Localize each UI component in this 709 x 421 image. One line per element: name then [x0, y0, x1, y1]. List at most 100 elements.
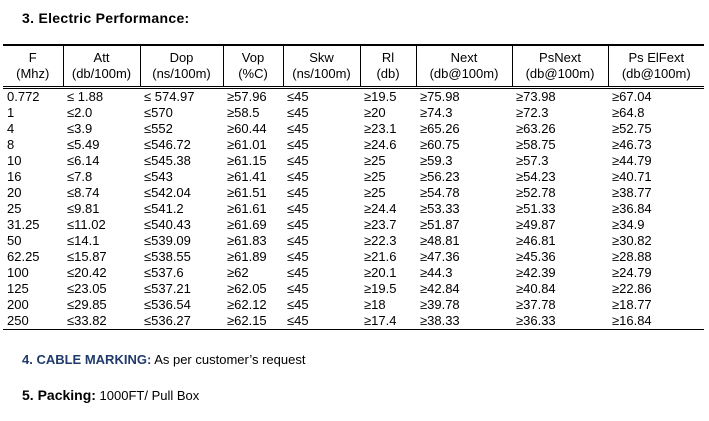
header-cell: Ps ElFext (db@100m)	[607, 44, 704, 89]
table-cell: ≤3.9	[67, 121, 93, 136]
table-row: 20 ≤8.74 ≤542.04 ≥61.51 ≤45 ≥25 ≥54.78 ≥52.78 ≥3…	[3, 185, 704, 201]
table-cell: ≥49.87	[516, 217, 556, 232]
table-cell: ≤545.38	[144, 153, 191, 168]
table-cell: ≥38.33	[416, 313, 512, 330]
table-cell: ≤45	[287, 265, 309, 280]
table-cell: ≤45	[287, 153, 309, 168]
header-text: (db@100m)	[621, 66, 691, 81]
header-cell: Rl (db)	[359, 44, 416, 89]
header-text: (db@100m)	[429, 66, 499, 81]
table-cell: ≤45	[287, 121, 309, 136]
header-cell: Vop (%C)	[222, 44, 283, 89]
table-cell: ≥67.04	[612, 89, 652, 104]
table-cell: ≥48.81	[420, 233, 460, 248]
table-cell: ≤45	[287, 89, 309, 104]
table-cell: 4	[7, 121, 15, 136]
table-cell: ≥40.84	[516, 281, 556, 296]
table-cell: 250	[3, 313, 63, 330]
table-cell: ≥24.4	[364, 201, 397, 216]
table-cell: ≥63.26	[516, 121, 556, 136]
table-cell: ≥72.3	[516, 105, 549, 120]
table-body: 0.772 ≤ 1.88 ≤ 574.97 ≥57.96 ≤45 ≥19.5 ≥75.98 ≥…	[3, 88, 704, 330]
table-cell: ≤546.72	[144, 137, 191, 152]
table-cell: ≥22.86	[612, 281, 652, 296]
table-cell: ≤6.14	[67, 153, 100, 168]
table-cell: ≥25	[364, 169, 386, 184]
table-cell: ≥18.77	[612, 297, 652, 312]
table-cell: ≥37.78	[516, 297, 556, 312]
table-cell: ≤541.2	[144, 201, 184, 216]
header-text: (db@100m)	[525, 66, 595, 81]
table-row: 62.25 ≤15.87 ≤538.55 ≥61.89 ≤45 ≥21.6 ≥47.36 ≥4…	[3, 249, 704, 265]
section-title: 3. Electric Performance:	[22, 10, 190, 26]
table-cell: ≥38.77	[612, 185, 652, 200]
table-cell: ≥18	[364, 297, 386, 312]
table-row: 125 ≤23.05 ≤537.21 ≥62.05 ≤45 ≥19.5 ≥42.84 ≥40.…	[3, 281, 704, 297]
table-cell: ≤ 1.88	[67, 89, 104, 104]
table-cell: ≥25	[364, 185, 386, 200]
table-cell: ≥61.89	[227, 249, 267, 264]
table-cell: ≥73.98	[516, 89, 556, 104]
table-cell: ≥47.36	[420, 249, 460, 264]
table-cell: ≥44.3	[420, 265, 453, 280]
table-cell: ≥40.71	[612, 169, 652, 184]
table-cell: ≥64.8	[612, 105, 645, 120]
table-cell: ≤9.81	[67, 201, 100, 216]
text: As per customer’s request	[154, 352, 306, 367]
table-cell: ≥17.4	[360, 313, 416, 330]
table-row: 4 ≤3.9 ≤552 ≥60.44 ≤45 ≥23.1 ≥65.26 ≥63.26 ≥52.7…	[3, 121, 704, 137]
table-cell: ≥22.3	[364, 233, 397, 248]
table-row: 250 ≤33.82 ≤536.27 ≥62.15 ≤45 ≥17.4 ≥38.33 ≥36.…	[3, 313, 704, 330]
table-row: 31.25 ≤11.02 ≤540.43 ≥61.69 ≤45 ≥23.7 ≥51.87 ≥4…	[3, 217, 704, 233]
table-cell: ≥52.78	[516, 185, 556, 200]
table-cell: ≥52.75	[612, 121, 652, 136]
table-cell: ≤45	[287, 169, 309, 184]
table-cell: ≥57.3	[516, 153, 549, 168]
table-row: 1 ≤2.0 ≤570 ≥58.5 ≤45 ≥20 ≥74.3 ≥72.3 ≥64.8	[3, 105, 704, 121]
table-cell: ≤15.87	[67, 249, 107, 264]
table-cell: ≥36.84	[612, 201, 652, 216]
table-cell: ≥60.75	[420, 137, 460, 152]
table-cell: ≥20.1	[364, 265, 397, 280]
table-cell: ≥65.26	[420, 121, 460, 136]
table-cell: ≥28.88	[612, 249, 652, 264]
table-cell: 25	[7, 201, 22, 216]
table-cell: ≥57.96	[227, 89, 267, 104]
table-cell: ≤539.09	[144, 233, 191, 248]
table-cell: 50	[7, 233, 22, 248]
header-cell: F (Mhz)	[3, 44, 63, 89]
table-cell: ≥62.15	[223, 313, 283, 330]
header-text: Vop	[241, 50, 265, 65]
table-cell: ≥45.36	[516, 249, 556, 264]
table-cell: ≤45	[287, 185, 309, 200]
table-cell: ≥39.78	[420, 297, 460, 312]
table-cell: ≤45	[287, 297, 309, 312]
table-cell: ≥25	[364, 153, 386, 168]
header-cell: Att (db/100m)	[62, 44, 140, 89]
table-cell: ≥62.05	[227, 281, 267, 296]
table-cell: ≥53.33	[420, 201, 460, 216]
header-text: (db/100m)	[71, 66, 132, 81]
table-cell: ≤ 574.97	[144, 89, 195, 104]
table-cell: ≥62	[227, 265, 249, 280]
table-row: 16 ≤7.8 ≤543 ≥61.41 ≤45 ≥25 ≥56.23 ≥54.23 ≥40.71	[3, 169, 704, 185]
label: 4. CABLE MARKING:	[22, 352, 152, 367]
cable-marking: 4. CABLE MARKING: As per customer’s requ…	[22, 352, 305, 367]
table-cell: ≥61.83	[227, 233, 267, 248]
table-cell: ≤45	[287, 105, 309, 120]
table-cell: ≥20	[364, 105, 386, 120]
table-cell: ≥61.69	[227, 217, 267, 232]
table-cell: ≥61.41	[227, 169, 267, 184]
table-cell: ≤537.21	[144, 281, 191, 296]
table-cell: ≤537.6	[144, 265, 184, 280]
table-cell: 125	[7, 281, 29, 296]
header-text: (ns/100m)	[292, 66, 351, 81]
table-cell: ≤543	[144, 169, 173, 184]
table-row: 8 ≤5.49 ≤546.72 ≥61.01 ≤45 ≥24.6 ≥60.75 ≥58.75 ≥…	[3, 137, 704, 153]
table-cell: ≤2.0	[67, 105, 93, 120]
table-row: 100 ≤20.42 ≤537.6 ≥62 ≤45 ≥20.1 ≥44.3 ≥42.39 ≥24…	[3, 265, 704, 281]
table-cell: ≤5.49	[67, 137, 100, 152]
table-cell: ≥58.5	[227, 105, 260, 120]
table-cell: ≥61.61	[227, 201, 267, 216]
